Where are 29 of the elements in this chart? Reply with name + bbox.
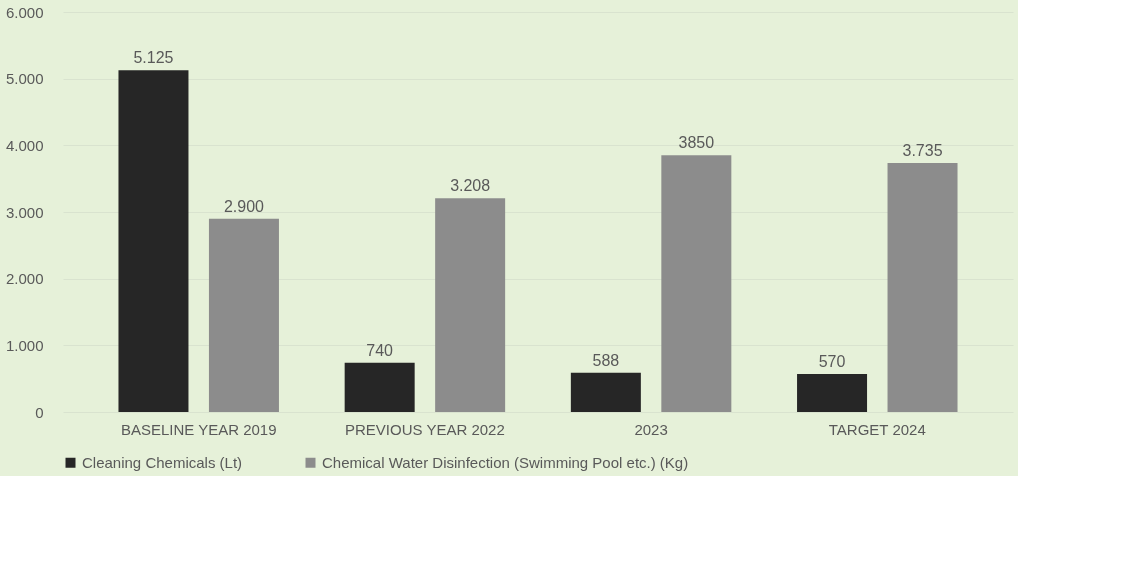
bar <box>435 198 506 412</box>
bar <box>887 163 958 412</box>
bar <box>118 70 189 412</box>
data-label: 5.125 <box>133 49 174 67</box>
bar <box>661 155 732 412</box>
bar <box>208 218 279 412</box>
legend-label: Chemical Water Disinfection (Swimming Pool etc.) (Kg) <box>322 453 689 471</box>
legend-label: Cleaning Chemicals (Lt) <box>82 453 243 471</box>
y-tick-label: 0 <box>35 403 44 421</box>
y-tick-label: 5.000 <box>5 70 44 88</box>
y-tick-label: 2.000 <box>5 270 44 288</box>
x-tick-label: PREVIOUS YEAR 2022 <box>345 420 505 438</box>
x-tick-label: 2023 <box>634 420 668 438</box>
data-label: 588 <box>592 351 620 369</box>
data-label: 3.735 <box>902 142 943 159</box>
data-label: 3.208 <box>450 177 491 195</box>
y-tick-label: 3.000 <box>5 203 44 221</box>
y-tick-label: 6.000 <box>5 3 44 21</box>
data-label: 2.900 <box>223 197 265 215</box>
y-tick-label: 4.000 <box>5 136 44 154</box>
bar <box>797 374 868 412</box>
data-label: 740 <box>366 341 394 359</box>
y-tick-label: 1.000 <box>5 336 44 354</box>
data-label: 3850 <box>678 134 715 152</box>
x-tick-label: BASELINE YEAR 2019 <box>120 420 277 438</box>
bar <box>344 362 415 412</box>
bar <box>570 372 641 412</box>
x-tick-label: TARGET 2024 <box>828 420 926 438</box>
data-label: 570 <box>818 353 846 370</box>
